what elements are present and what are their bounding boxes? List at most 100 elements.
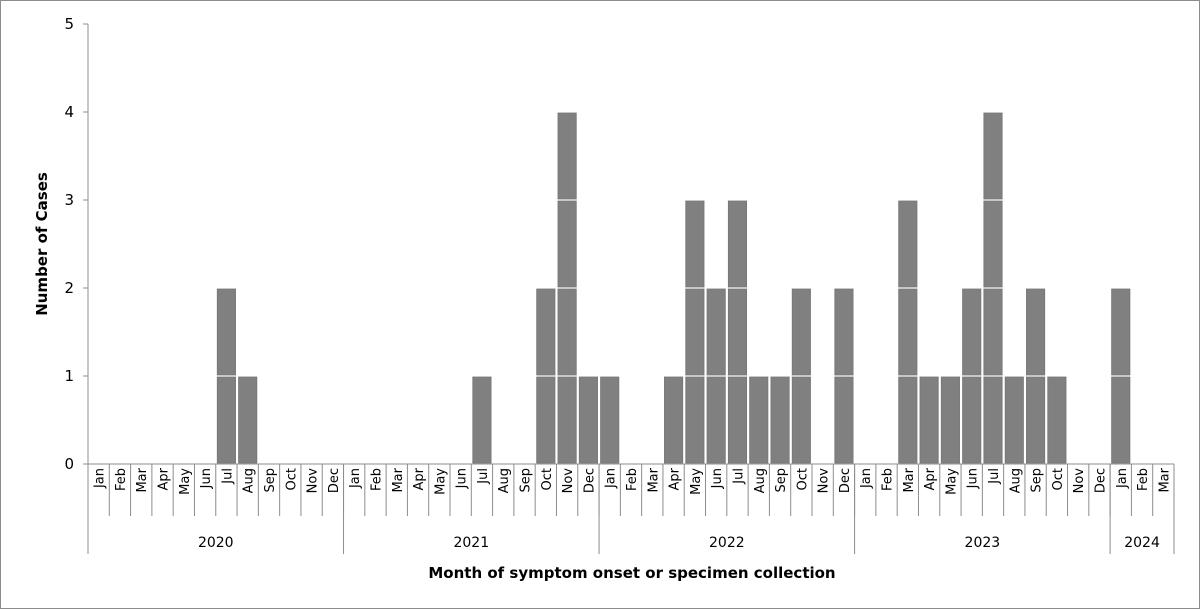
year-label: 2022 bbox=[709, 535, 745, 551]
month-label: May bbox=[178, 468, 193, 495]
month-label: Jan bbox=[348, 468, 363, 489]
bar-2022-Dec-case-2 bbox=[834, 288, 854, 376]
bar-2021-Nov-case-3 bbox=[557, 200, 577, 288]
bar-2022-Jul-case-2 bbox=[727, 288, 748, 376]
bar-2023-Mar-case-3 bbox=[898, 200, 918, 288]
month-label: May bbox=[944, 468, 959, 495]
month-label: Jun bbox=[966, 468, 981, 489]
bar-2022-Aug-case-1 bbox=[749, 376, 769, 464]
y-tick-label: 3 bbox=[64, 191, 74, 209]
bar-2023-Aug-case-1 bbox=[1004, 376, 1024, 464]
month-label: Oct bbox=[540, 468, 555, 490]
y-tick-label: 5 bbox=[64, 15, 74, 33]
bar-2020-Aug-case-1 bbox=[238, 376, 258, 464]
bar-2023-Mar-case-1 bbox=[898, 376, 918, 464]
bar-2020-Jul-case-1 bbox=[216, 376, 236, 464]
month-label: Feb bbox=[114, 468, 129, 491]
year-label: 2020 bbox=[198, 535, 234, 551]
bar-2021-Nov-case-4 bbox=[557, 112, 577, 200]
month-label: Apr bbox=[668, 467, 683, 490]
month-label: Dec bbox=[582, 468, 597, 493]
month-label: Oct bbox=[284, 468, 299, 490]
month-label: Mar bbox=[646, 467, 661, 492]
x-axis-label: Month of symptom onset or specimen colle… bbox=[428, 564, 835, 582]
bar-2023-Mar-case-2 bbox=[898, 288, 918, 376]
month-label: Aug bbox=[242, 468, 257, 493]
month-label: Jun bbox=[710, 468, 725, 489]
bar-2022-Dec-case-1 bbox=[834, 376, 854, 464]
y-tick-label: 2 bbox=[64, 279, 74, 297]
y-tick-label: 1 bbox=[64, 367, 74, 385]
bar-2023-Jul-case-2 bbox=[983, 288, 1003, 376]
month-label: Jul bbox=[220, 468, 235, 485]
month-label: Jun bbox=[455, 468, 470, 489]
bar-2022-May-case-3 bbox=[685, 200, 705, 288]
month-label: Sep bbox=[263, 468, 278, 493]
month-label: Mar bbox=[902, 467, 917, 492]
bar-2022-Jul-case-3 bbox=[727, 200, 748, 288]
month-label: Apr bbox=[157, 467, 172, 490]
month-label: Nov bbox=[817, 468, 832, 494]
bar-2022-May-case-1 bbox=[685, 376, 705, 464]
year-label: 2024 bbox=[1124, 535, 1160, 551]
month-label: Jan bbox=[93, 468, 108, 489]
month-label: Jul bbox=[476, 468, 491, 485]
bar-2023-Apr-case-1 bbox=[919, 376, 939, 464]
bar-2021-Oct-case-1 bbox=[536, 376, 556, 464]
month-label: Jul bbox=[987, 468, 1002, 485]
bar-2022-Oct-case-2 bbox=[791, 288, 811, 376]
bar-2022-May-case-2 bbox=[685, 288, 705, 376]
month-label: Oct bbox=[795, 468, 810, 490]
month-label: Feb bbox=[625, 468, 640, 491]
bar-2023-Sep-case-1 bbox=[1026, 376, 1046, 464]
month-label: Feb bbox=[369, 468, 384, 491]
y-axis-label: Number of Cases bbox=[33, 172, 51, 316]
y-tick-label: 0 bbox=[64, 455, 74, 473]
bar-2022-Jul-case-1 bbox=[727, 376, 748, 464]
month-label: Apr bbox=[923, 467, 938, 490]
bar-2023-Jul-case-1 bbox=[983, 376, 1003, 464]
bar-2021-Nov-case-1 bbox=[557, 376, 577, 464]
axes: 0 1 2 3 4 5 Jan Feb Mar Apr May Jun Jul Aug Sep Oct Nov D… bbox=[64, 15, 1175, 554]
month-label: May bbox=[689, 468, 704, 495]
bar-2023-Jul-case-4 bbox=[983, 112, 1003, 200]
month-label: Jan bbox=[859, 468, 874, 489]
bar-2023-May-case-1 bbox=[940, 376, 960, 464]
month-label: Dec bbox=[1093, 468, 1108, 493]
bar-2021-Dec-case-1 bbox=[578, 376, 598, 464]
bar-2022-Jan-case-1 bbox=[600, 376, 620, 464]
bar-2022-Apr-case-1 bbox=[664, 376, 684, 464]
bar-2023-Sep-case-2 bbox=[1026, 288, 1046, 376]
month-label: Nov bbox=[306, 468, 321, 494]
month-label: Mar bbox=[135, 467, 150, 492]
bar-2023-Jun-case-1 bbox=[962, 376, 982, 464]
year-label: 2023 bbox=[965, 535, 1001, 551]
bar-2023-Jul-case-3 bbox=[983, 200, 1003, 288]
month-label: Nov bbox=[1072, 468, 1087, 494]
month-label: Aug bbox=[497, 468, 512, 493]
month-label: Apr bbox=[412, 467, 427, 490]
year-label: 2021 bbox=[453, 535, 489, 551]
bar-2022-Oct-case-1 bbox=[791, 376, 811, 464]
month-label: Sep bbox=[519, 468, 534, 493]
bar-2020-Jul-case-2 bbox=[216, 288, 236, 376]
month-label: Mar bbox=[1157, 467, 1172, 492]
bar-2022-Jun-case-1 bbox=[706, 376, 726, 464]
bar-2021-Oct-case-2 bbox=[536, 288, 556, 376]
month-label: Sep bbox=[774, 468, 789, 493]
bar-2021-Nov-case-2 bbox=[557, 288, 577, 376]
bar-2021-Jul-case-1 bbox=[472, 376, 492, 464]
month-label: Sep bbox=[1030, 468, 1045, 493]
bar-2022-Jun-case-2 bbox=[706, 288, 726, 376]
month-label: Jan bbox=[604, 468, 619, 489]
y-tick-label: 4 bbox=[64, 103, 74, 121]
bar-2024-Jan-case-2 bbox=[1111, 288, 1131, 376]
month-label: May bbox=[433, 468, 448, 495]
bar-2023-Jun-case-2 bbox=[962, 288, 982, 376]
month-label: Aug bbox=[753, 468, 768, 493]
bar-2022-Sep-case-1 bbox=[770, 376, 790, 464]
month-label: Jun bbox=[199, 468, 214, 489]
bars bbox=[216, 112, 1131, 464]
